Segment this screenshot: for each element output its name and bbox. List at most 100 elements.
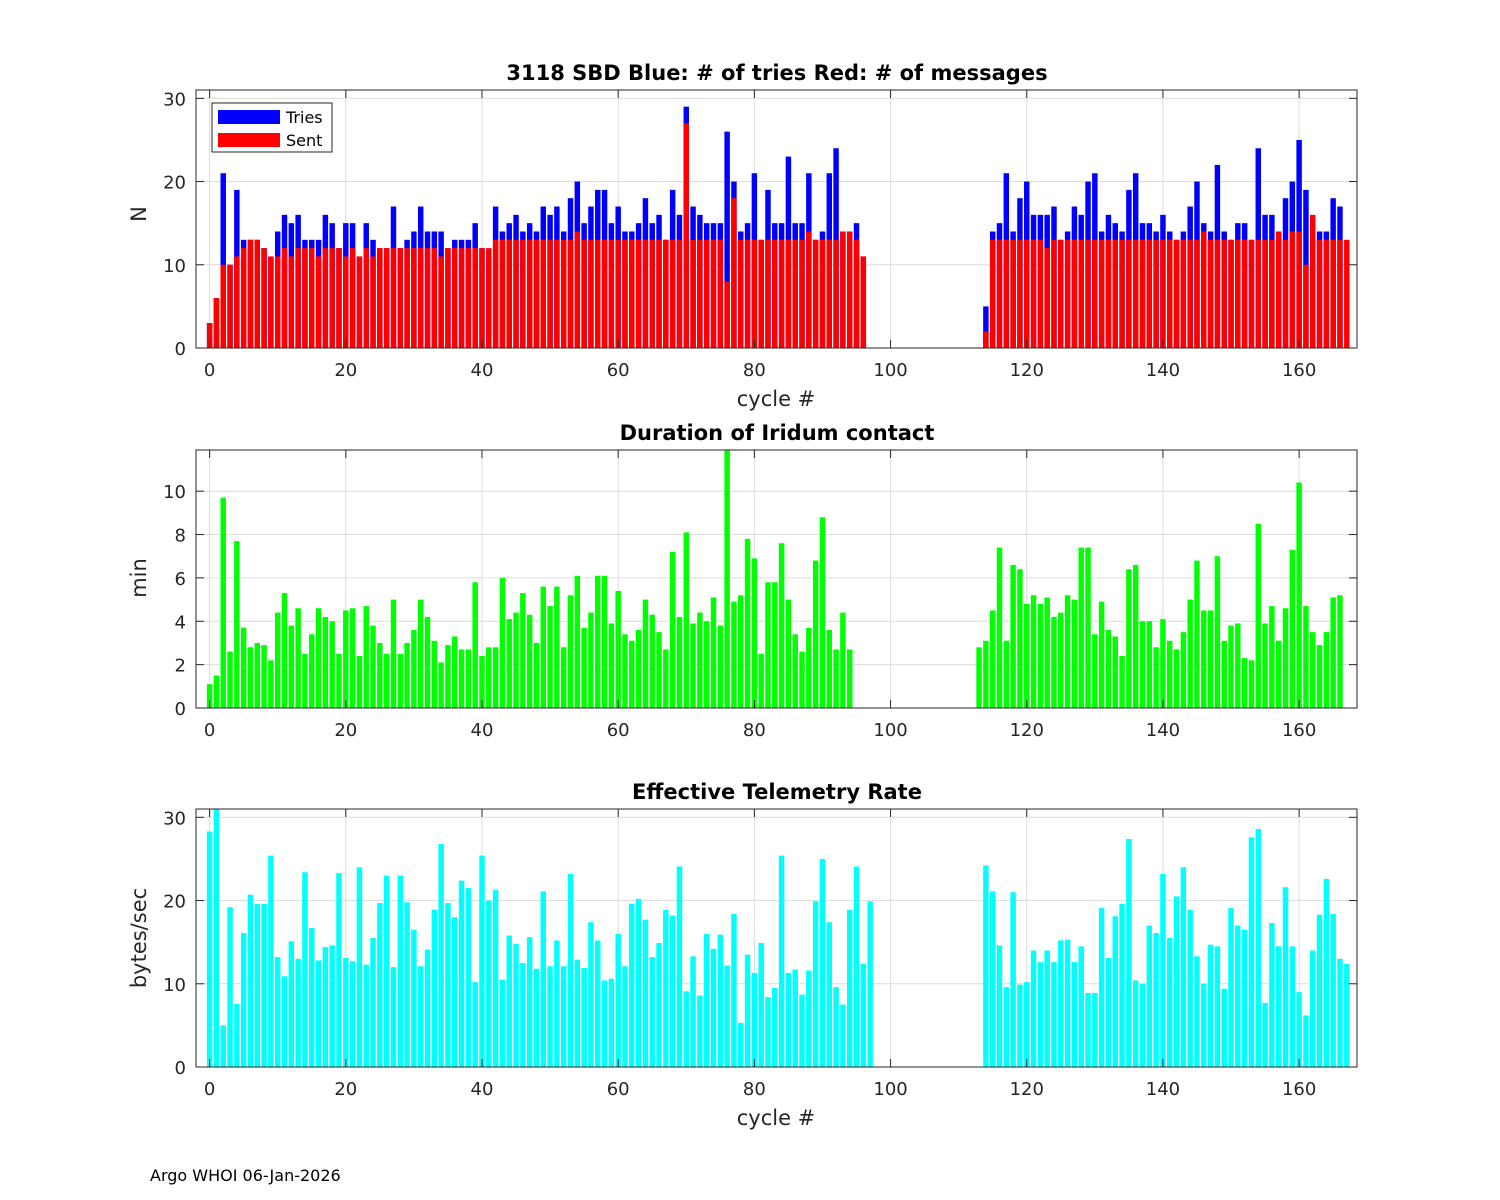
sbd-sent-bar (1214, 239, 1221, 348)
rate-rate-bar (1303, 1015, 1309, 1067)
sbd-sent-bar (840, 231, 846, 348)
sbd-tries-bar (724, 131, 730, 348)
rate-rate-bar (996, 945, 1003, 1067)
sbd-sent-bar (417, 248, 424, 348)
duration-duration-bar (1289, 549, 1296, 708)
duration-duration-bar (765, 582, 771, 708)
sbd-sent-bar (1126, 239, 1132, 348)
rate-rate-bar (295, 958, 301, 1067)
rate-rate-bar (1153, 933, 1159, 1067)
duration-duration-bar (254, 642, 261, 708)
rate-rate-bar (744, 954, 751, 1067)
sbd-sent-bar (370, 256, 376, 348)
rate-rate-bar (1010, 892, 1016, 1067)
rate-rate-bar (819, 858, 826, 1067)
sbd-sent-bar (1262, 239, 1268, 348)
rate-rate-bar (676, 866, 683, 1067)
duration-duration-bar (738, 595, 744, 708)
rate-rate-bar (213, 809, 220, 1067)
sbd-sent-bar (785, 239, 792, 348)
sbd-x-tick-label: 160 (1282, 360, 1316, 381)
rate-rate-bar (738, 1022, 744, 1067)
duration-axes-box (195, 449, 1358, 709)
rate-x-tick-label: 40 (471, 1079, 494, 1100)
rate-rate-bar (1221, 988, 1227, 1067)
duration-duration-bar (806, 627, 812, 708)
sbd-sent-bar (274, 256, 281, 348)
sbd-sent-bar (690, 239, 696, 348)
rate-x-tick-label: 140 (1146, 1079, 1180, 1100)
rate-rate-bar (513, 943, 519, 1067)
duration-duration-bar (1126, 569, 1132, 708)
sbd-x-tick-label: 0 (204, 360, 215, 381)
sbd-sent-bar (356, 256, 363, 348)
rate-rate-bar (336, 873, 342, 1067)
sbd-sent-bar (431, 248, 438, 348)
rate-rate-bar (792, 969, 798, 1067)
duration-duration-bar (309, 634, 315, 708)
rate-rate-bar (1296, 992, 1302, 1067)
sbd-sent-bar (1310, 214, 1316, 348)
duration-x-tick-label: 160 (1282, 720, 1316, 741)
duration-duration-bar (479, 655, 485, 708)
sbd-tries-bar (220, 173, 226, 348)
duration-duration-bar (547, 606, 553, 708)
duration-duration-bar (1180, 632, 1187, 708)
duration-duration-bar (438, 662, 444, 708)
sbd-sent-bar (738, 239, 744, 348)
sbd-sent-bar (989, 239, 996, 348)
sbd-sent-bar (1092, 239, 1098, 348)
rate-rate-bar (363, 964, 369, 1067)
duration-duration-bar (772, 582, 778, 708)
duration-duration-bar (281, 593, 288, 708)
sbd-sent-bar (1058, 239, 1064, 348)
rate-rate-bar (690, 956, 696, 1067)
sbd-x-tick-label: 40 (471, 360, 494, 381)
rate-rate-bar (840, 1004, 846, 1067)
rate-rate-bar (356, 867, 363, 1067)
rate-rate-bar (731, 913, 737, 1067)
sbd-sent-bar (506, 239, 512, 348)
duration-duration-bar (411, 629, 417, 708)
sbd-y-tick-label: 0 (175, 339, 186, 360)
sbd-sent-bar (642, 239, 649, 348)
sbd-sent-bar (1235, 239, 1241, 348)
rate-rate-bar (1051, 962, 1057, 1067)
rate-x-tick-label: 160 (1282, 1079, 1316, 1100)
duration-duration-bar (608, 623, 615, 708)
duration-duration-bar (744, 538, 751, 708)
duration-duration-bar (1160, 619, 1166, 708)
duration-duration-bar (1037, 603, 1044, 708)
rate-rate-bar (1064, 939, 1071, 1067)
rate-rate-bar (492, 889, 499, 1067)
duration-duration-bar (996, 547, 1003, 708)
duration-duration-bar (1282, 608, 1289, 708)
rate-rate-bar (227, 907, 233, 1067)
sbd-x-axis-label: cycle # (737, 387, 816, 411)
duration-duration-bar (724, 450, 730, 708)
sbd-sent-bar (247, 239, 254, 348)
rate-rate-bar (254, 903, 261, 1067)
rate-rate-bar (724, 965, 730, 1067)
sbd-sent-bar (322, 248, 329, 348)
rate-rate-bar (622, 966, 628, 1067)
duration-duration-bar (588, 612, 594, 708)
rate-rate-bar (315, 960, 322, 1067)
sbd-sent-bar (560, 239, 567, 348)
rate-rate-bar (288, 941, 295, 1067)
rate-rate-bar (1044, 950, 1050, 1067)
duration-duration-bar (826, 629, 832, 708)
sbd-sent-bar (540, 239, 546, 348)
duration-duration-bar (295, 608, 301, 708)
rate-rate-bar (1024, 982, 1030, 1067)
duration-duration-bar (1194, 560, 1200, 708)
duration-duration-bar (329, 621, 335, 708)
rate-rate-bar (588, 922, 594, 1067)
sbd-sent-bar (860, 256, 867, 348)
duration-duration-bar (1241, 658, 1248, 708)
rate-y-tick-label: 10 (163, 975, 186, 996)
duration-y-tick-label: 0 (175, 699, 186, 720)
rate-rate-bar (349, 961, 356, 1067)
rate-rate-bar (1037, 962, 1044, 1067)
sbd-sent-bar (710, 239, 717, 348)
